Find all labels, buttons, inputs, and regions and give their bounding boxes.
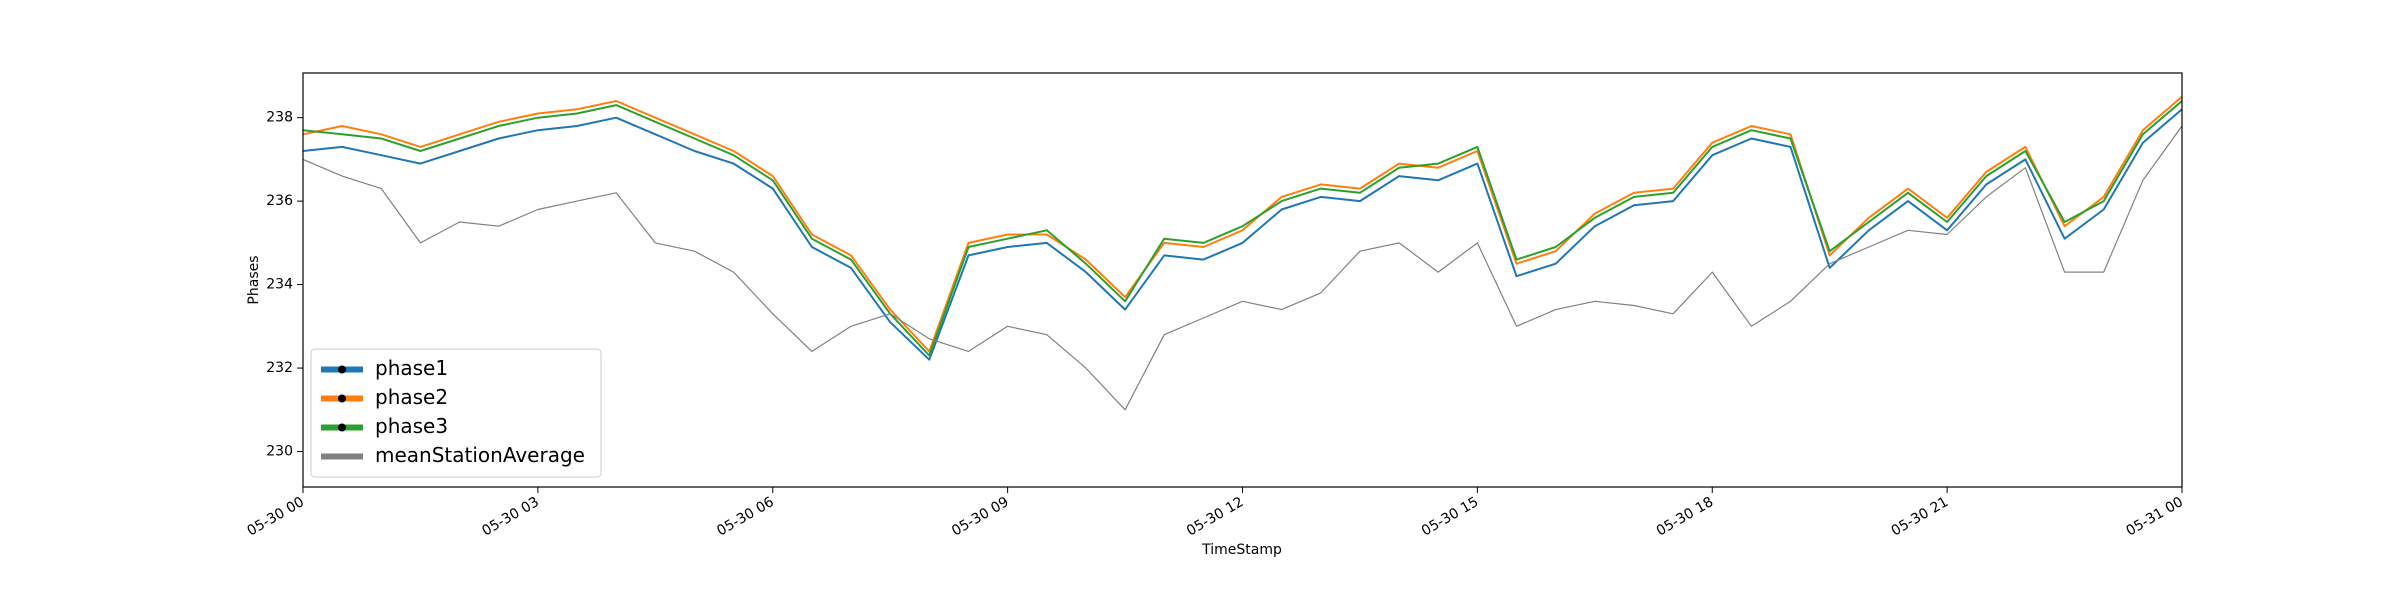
x-tick-label: 05-31 00 (2123, 494, 2186, 539)
x-tick-label: 05-30 12 (1184, 494, 1247, 539)
series-line (302, 125, 2183, 411)
x-tick-label: 05-30 03 (479, 494, 542, 539)
y-tick-label: 238 (266, 110, 293, 126)
plot-frame (302, 72, 2183, 488)
y-tick-label: 236 (266, 193, 293, 209)
x-tick-label: 05-30 09 (949, 494, 1012, 539)
legend-label: meanStationAverage (375, 443, 585, 467)
x-tick-label: 05-30 21 (1889, 494, 1952, 539)
x-tick-label: 05-30 15 (1419, 494, 1482, 539)
y-axis-label: Phases (246, 255, 262, 304)
series-line (302, 100, 2183, 357)
x-tick-label: 05-30 18 (1654, 494, 1717, 539)
legend-marker (338, 394, 346, 403)
legend-marker (338, 365, 346, 374)
y-tick-label: 234 (266, 277, 293, 293)
legend-box (310, 348, 602, 478)
legend-marker (338, 423, 346, 432)
x-tick-label: 05-30 06 (714, 494, 777, 539)
x-tick-label: 05-30 00 (244, 494, 307, 539)
legend-label: phase3 (375, 414, 448, 438)
y-tick-label: 232 (266, 360, 293, 376)
series-line (302, 108, 2183, 361)
x-axis-label: TimeStamp (1201, 542, 1282, 558)
y-tick-label: 230 (266, 444, 293, 460)
legend-label: phase1 (375, 356, 448, 380)
legend: phase1 phase2 phase3 meanStationAverage (310, 348, 602, 478)
series-line (302, 96, 2183, 353)
legend-label: phase2 (375, 385, 448, 409)
